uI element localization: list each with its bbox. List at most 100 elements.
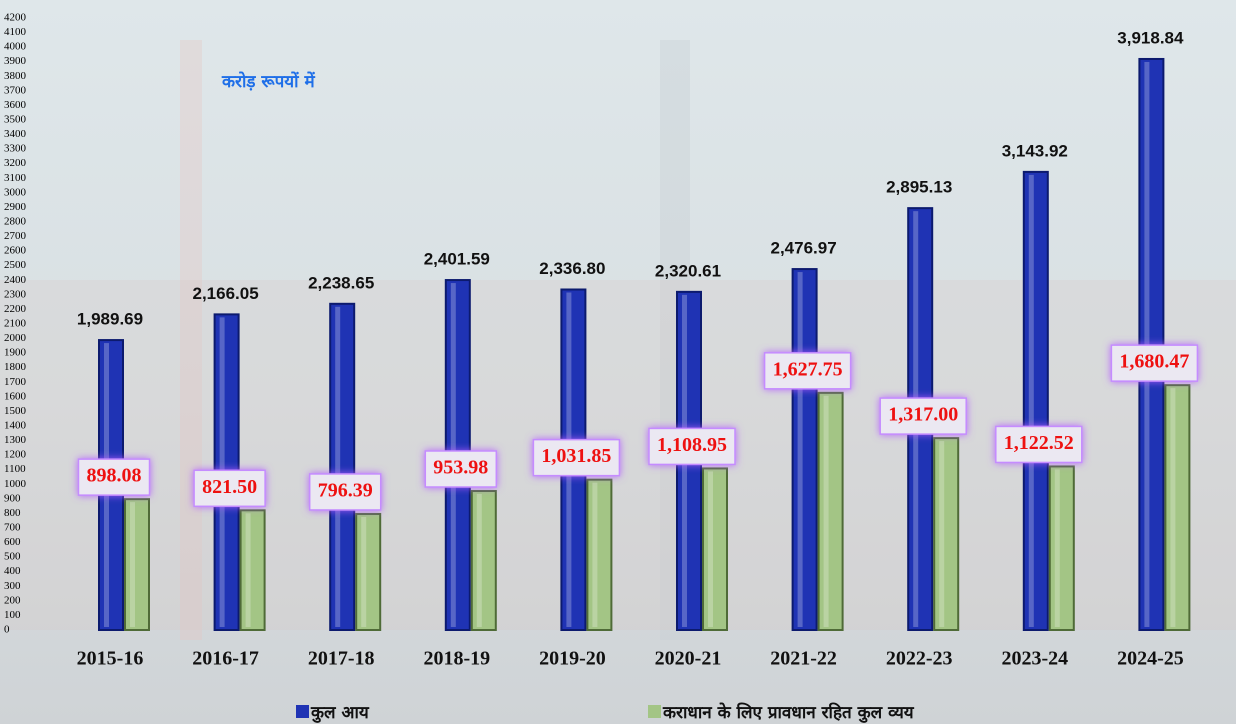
value-label-box: [995, 425, 1083, 464]
y-tick-label: 3900: [4, 55, 27, 67]
y-tick-label: 500: [4, 551, 21, 563]
value-label: 2,320.61: [655, 261, 721, 280]
x-tick-label: 2017-18: [308, 648, 375, 670]
legend-swatch: [648, 705, 661, 718]
legend-label: कुल आय: [310, 703, 370, 723]
y-tick-label: 1700: [4, 376, 27, 388]
y-tick-label: 2700: [4, 230, 27, 242]
value-label: 2,238.65: [308, 273, 374, 292]
bar-highlight: [939, 441, 945, 627]
y-tick-label: 900: [4, 492, 21, 504]
bar: [329, 302, 356, 631]
value-label: 3,918.84: [1117, 28, 1184, 47]
bar: [124, 498, 150, 631]
value-label: 1,122.52: [1004, 432, 1074, 454]
value-label-box: [193, 469, 266, 508]
y-tick-label: 2000: [4, 332, 27, 344]
y-tick-label: 700: [4, 522, 21, 534]
bar: [470, 489, 497, 631]
value-label: 2,336.80: [539, 259, 605, 278]
value-label: 2,476.97: [771, 239, 837, 258]
y-tick-label: 100: [4, 609, 21, 621]
x-tick-label: 2021-22: [770, 648, 837, 670]
value-label: 2,895.13: [886, 178, 952, 197]
bar: [1164, 384, 1191, 631]
bar: [817, 391, 844, 631]
value-label: 1,680.47: [1119, 351, 1189, 373]
value-label: 821.50: [202, 476, 257, 498]
x-tick-label: 2015-16: [77, 648, 144, 670]
bar-highlight: [476, 493, 482, 627]
y-tick-label: 3700: [4, 84, 27, 96]
bar-highlight: [245, 513, 251, 627]
y-tick-label: 1300: [4, 434, 27, 446]
legend-swatch: [296, 705, 309, 718]
y-tick-label: 3100: [4, 172, 27, 184]
value-label-box: [763, 352, 852, 390]
subtitle: करोड़ रूपयों में: [221, 71, 316, 92]
bar-highlight: [1028, 174, 1034, 628]
y-tick-label: 3500: [4, 114, 27, 126]
x-tick-label: 2023-24: [1001, 648, 1068, 670]
y-tick-label: 4200: [4, 12, 27, 24]
bar-highlight: [130, 502, 135, 627]
y-tick-label: 2900: [4, 201, 27, 213]
y-tick-label: 800: [4, 507, 21, 519]
value-label: 953.98: [433, 457, 488, 479]
y-tick-label: 200: [4, 594, 21, 606]
bar: [1048, 465, 1075, 631]
y-tick-label: 2100: [4, 318, 27, 330]
bar: [702, 467, 728, 632]
y-tick-label: 1500: [4, 405, 27, 417]
bar-highlight: [823, 395, 829, 627]
value-label-box: [1110, 344, 1199, 382]
x-tick-label: 2020-21: [655, 648, 722, 670]
value-label-box: [879, 397, 967, 435]
y-tick-label: 2400: [4, 274, 27, 286]
x-tick-label: 2019-20: [539, 648, 606, 670]
bar: [355, 512, 382, 631]
bar: [586, 478, 613, 631]
bar-highlight: [797, 272, 803, 627]
y-tick-label: 1400: [4, 420, 27, 432]
value-label-box: [424, 450, 498, 488]
bar-highlight: [335, 306, 341, 627]
value-label: 1,031.85: [541, 445, 611, 467]
y-tick-label: 300: [4, 580, 21, 592]
x-tick-label: 2022-23: [886, 648, 953, 670]
bar-highlight: [708, 471, 713, 627]
y-tick-label: 4100: [4, 26, 27, 38]
value-label: 2,166.05: [193, 284, 259, 303]
value-label: 1,317.00: [888, 404, 958, 426]
y-tick-label: 4000: [4, 41, 27, 53]
y-tick-label: 2600: [4, 245, 27, 257]
value-label: 3,143.92: [1002, 141, 1068, 160]
y-tick-label: 1900: [4, 347, 27, 359]
value-label: 1,108.95: [657, 434, 727, 456]
value-label: 1,627.75: [773, 358, 843, 380]
y-tick-label: 1600: [4, 390, 27, 402]
y-tick-label: 3600: [4, 99, 27, 111]
x-tick-label: 2016-17: [192, 648, 259, 670]
value-label-box: [308, 473, 382, 511]
bar: [239, 509, 266, 631]
y-tick-label: 3200: [4, 157, 27, 169]
bar: [933, 437, 960, 632]
y-tick-label: 3300: [4, 143, 27, 155]
y-tick-label: 1100: [4, 463, 26, 475]
value-label-box: [648, 427, 736, 466]
value-label: 898.08: [87, 465, 142, 487]
bar: [1022, 170, 1049, 631]
value-label-box: [532, 438, 621, 477]
y-tick-label: 600: [4, 536, 21, 548]
value-label: 796.39: [318, 480, 373, 502]
x-tick-label: 2018-19: [423, 648, 490, 670]
bar-highlight: [361, 516, 367, 627]
y-tick-label: 400: [4, 565, 21, 577]
bar-highlight: [1170, 388, 1176, 627]
y-tick-label: 3000: [4, 186, 27, 198]
y-tick-label: 1800: [4, 361, 27, 373]
value-label: 1,989.69: [77, 310, 143, 329]
bar-highlight: [592, 482, 598, 627]
